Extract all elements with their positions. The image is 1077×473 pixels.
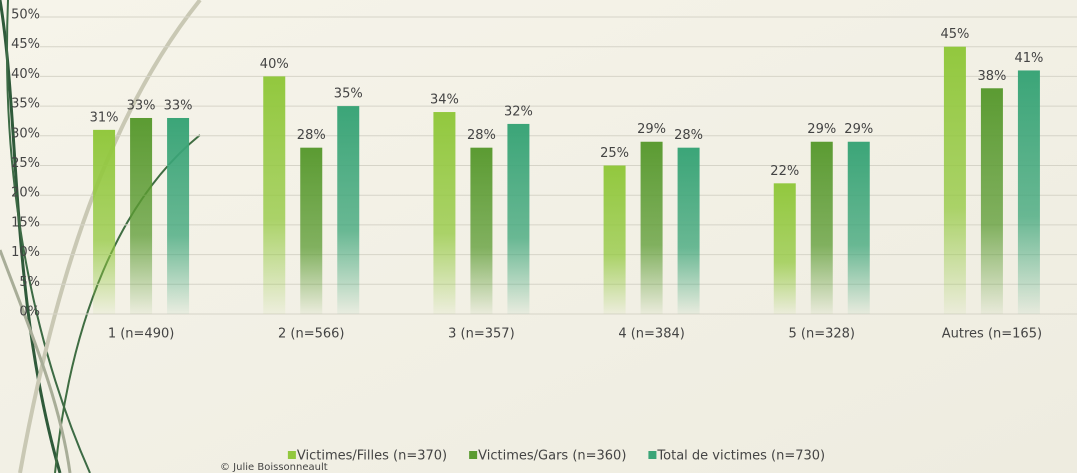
legend: Victimes/Filles (n=370)Victimes/Gars (n=… xyxy=(288,449,825,464)
bar xyxy=(678,148,700,314)
legend-label: Victimes/Gars (n=360) xyxy=(478,449,626,464)
value-label: 34% xyxy=(430,93,459,108)
bar xyxy=(507,124,529,314)
bar xyxy=(130,118,152,314)
y-tick-label: 20% xyxy=(11,186,40,201)
bar xyxy=(263,76,285,314)
bar xyxy=(300,148,322,314)
y-tick-label: 50% xyxy=(11,8,40,23)
y-tick-label: 10% xyxy=(11,245,40,260)
value-label: 25% xyxy=(600,146,629,161)
y-tick-label: 30% xyxy=(11,126,40,141)
value-label: 28% xyxy=(297,128,326,143)
bar xyxy=(167,118,189,314)
x-tick-label: Autres (n=165) xyxy=(942,327,1042,342)
value-label: 33% xyxy=(127,98,156,113)
bar xyxy=(774,183,796,314)
bar xyxy=(604,166,626,315)
y-tick-label: 45% xyxy=(11,37,40,52)
credit: © Julie Boissonneault xyxy=(220,462,328,473)
bar xyxy=(811,142,833,314)
value-label: 35% xyxy=(334,87,363,102)
y-tick-label: 40% xyxy=(11,67,40,82)
value-label: 33% xyxy=(164,98,193,113)
x-tick-label: 2 (n=566) xyxy=(278,327,345,342)
bar xyxy=(981,88,1003,314)
y-tick-label: 5% xyxy=(19,275,40,290)
value-label: 32% xyxy=(504,104,533,119)
bar xyxy=(93,130,115,314)
bar xyxy=(337,106,359,314)
background xyxy=(0,0,1077,473)
legend-label: Total de victimes (n=730) xyxy=(656,449,825,464)
y-tick-label: 35% xyxy=(11,97,40,112)
legend-marker xyxy=(648,451,656,459)
bar xyxy=(848,142,870,314)
value-label: 29% xyxy=(844,122,873,137)
bar xyxy=(433,112,455,314)
value-label: 31% xyxy=(90,110,119,125)
bar xyxy=(641,142,663,314)
legend-marker xyxy=(288,451,296,459)
bar xyxy=(1018,70,1040,314)
y-tick-label: 0% xyxy=(19,305,40,320)
x-tick-label: 5 (n=328) xyxy=(789,327,856,342)
value-label: 22% xyxy=(770,164,799,179)
x-tick-label: 1 (n=490) xyxy=(108,327,175,342)
value-label: 29% xyxy=(807,122,836,137)
chart: 0% 5% 10% 15% 20% 25% 30% 35% 40% 45% 50% 1 (n=490)… xyxy=(0,0,1077,473)
value-label: 28% xyxy=(467,128,496,143)
y-tick-label: 25% xyxy=(11,156,40,171)
bar xyxy=(470,148,492,314)
bar xyxy=(944,47,966,314)
y-tick-label: 15% xyxy=(11,215,40,230)
x-tick-label: 3 (n=357) xyxy=(448,327,515,342)
value-label: 38% xyxy=(977,69,1006,84)
x-tick-label: 4 (n=384) xyxy=(618,327,685,342)
value-label: 40% xyxy=(260,57,289,72)
value-label: 29% xyxy=(637,122,666,137)
value-label: 45% xyxy=(940,27,969,42)
value-label: 41% xyxy=(1014,51,1043,66)
legend-marker xyxy=(469,451,477,459)
value-label: 28% xyxy=(674,128,703,143)
